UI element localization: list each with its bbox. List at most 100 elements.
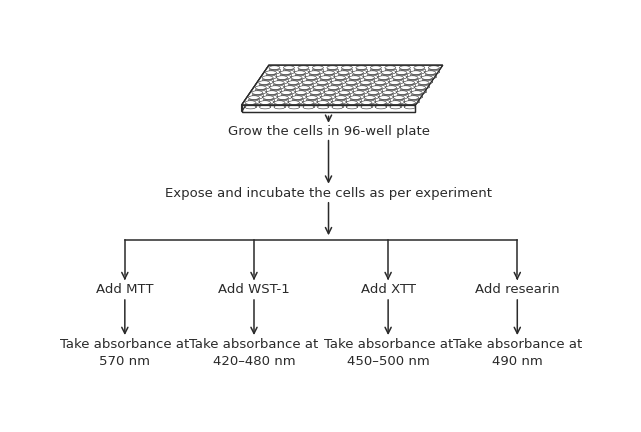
Ellipse shape — [368, 95, 379, 99]
Ellipse shape — [269, 70, 280, 74]
Polygon shape — [400, 89, 411, 92]
Ellipse shape — [312, 70, 323, 74]
Polygon shape — [339, 95, 350, 97]
Ellipse shape — [349, 76, 360, 79]
Ellipse shape — [389, 85, 400, 89]
Ellipse shape — [371, 90, 382, 94]
Polygon shape — [357, 89, 368, 92]
Ellipse shape — [299, 86, 310, 89]
Ellipse shape — [367, 71, 378, 74]
Ellipse shape — [379, 96, 390, 99]
Polygon shape — [350, 99, 361, 102]
Ellipse shape — [317, 101, 328, 105]
Polygon shape — [378, 79, 389, 82]
Polygon shape — [312, 70, 323, 72]
Polygon shape — [422, 79, 433, 82]
Ellipse shape — [331, 85, 342, 89]
Ellipse shape — [255, 90, 266, 94]
Polygon shape — [394, 99, 404, 102]
Polygon shape — [291, 79, 302, 82]
Ellipse shape — [412, 91, 422, 95]
Text: Take absorbance at
420–480 nm: Take absorbance at 420–480 nm — [189, 338, 319, 368]
Polygon shape — [263, 99, 274, 102]
Ellipse shape — [404, 101, 415, 105]
Ellipse shape — [317, 85, 328, 89]
Ellipse shape — [309, 71, 320, 74]
Polygon shape — [385, 70, 395, 72]
Ellipse shape — [245, 105, 256, 109]
Polygon shape — [392, 79, 403, 82]
Ellipse shape — [385, 66, 395, 70]
Ellipse shape — [414, 70, 425, 74]
Polygon shape — [376, 105, 387, 107]
Text: Grow the cells in 96-well plate: Grow the cells in 96-well plate — [228, 125, 429, 138]
Ellipse shape — [382, 91, 393, 95]
Polygon shape — [418, 84, 429, 87]
Polygon shape — [328, 89, 338, 92]
Ellipse shape — [306, 96, 317, 99]
Ellipse shape — [270, 86, 281, 89]
Polygon shape — [396, 74, 407, 77]
Polygon shape — [259, 84, 270, 87]
Text: Take absorbance at
490 nm: Take absorbance at 490 nm — [453, 338, 582, 368]
Ellipse shape — [328, 86, 338, 89]
Text: Add WST-1: Add WST-1 — [218, 283, 290, 296]
Text: Take absorbance at
450–500 nm: Take absorbance at 450–500 nm — [324, 338, 453, 368]
Ellipse shape — [422, 76, 433, 79]
Polygon shape — [285, 89, 296, 92]
Ellipse shape — [277, 80, 288, 84]
Ellipse shape — [259, 85, 270, 89]
Ellipse shape — [399, 66, 410, 70]
Polygon shape — [310, 95, 320, 97]
Polygon shape — [342, 70, 353, 72]
Polygon shape — [335, 79, 345, 82]
Ellipse shape — [353, 71, 363, 74]
Text: Take absorbance at
570 nm: Take absorbance at 570 nm — [60, 338, 190, 368]
Ellipse shape — [298, 66, 309, 70]
Ellipse shape — [332, 105, 343, 109]
Polygon shape — [347, 105, 358, 107]
Polygon shape — [262, 79, 273, 82]
Ellipse shape — [321, 100, 332, 104]
Ellipse shape — [400, 90, 411, 94]
Ellipse shape — [356, 70, 367, 74]
Ellipse shape — [371, 86, 382, 89]
Ellipse shape — [265, 75, 276, 79]
Polygon shape — [288, 105, 299, 107]
Polygon shape — [255, 89, 266, 92]
Ellipse shape — [306, 76, 317, 79]
Polygon shape — [281, 95, 292, 97]
Ellipse shape — [404, 85, 415, 89]
Ellipse shape — [302, 81, 313, 84]
Ellipse shape — [404, 81, 415, 84]
Polygon shape — [399, 70, 410, 72]
Ellipse shape — [270, 90, 281, 94]
Polygon shape — [407, 79, 418, 82]
Ellipse shape — [410, 71, 421, 74]
Polygon shape — [363, 79, 374, 82]
Polygon shape — [309, 74, 320, 77]
Ellipse shape — [259, 81, 270, 84]
Ellipse shape — [262, 76, 273, 79]
Ellipse shape — [407, 80, 418, 84]
Ellipse shape — [368, 91, 379, 95]
Polygon shape — [317, 105, 328, 107]
Ellipse shape — [335, 80, 345, 84]
Ellipse shape — [342, 66, 353, 70]
Ellipse shape — [342, 70, 353, 74]
Polygon shape — [278, 99, 288, 102]
Polygon shape — [335, 99, 346, 102]
Text: Expose and incubate the cells as per experiment: Expose and incubate the cells as per exp… — [165, 187, 492, 200]
Ellipse shape — [324, 91, 335, 95]
Ellipse shape — [363, 76, 374, 79]
Ellipse shape — [274, 105, 285, 109]
Ellipse shape — [324, 75, 335, 79]
Polygon shape — [381, 74, 392, 77]
Ellipse shape — [291, 80, 302, 84]
Ellipse shape — [292, 100, 303, 104]
Ellipse shape — [381, 75, 392, 79]
Ellipse shape — [260, 105, 271, 109]
Ellipse shape — [381, 71, 392, 74]
Polygon shape — [242, 105, 415, 112]
Ellipse shape — [310, 91, 320, 95]
